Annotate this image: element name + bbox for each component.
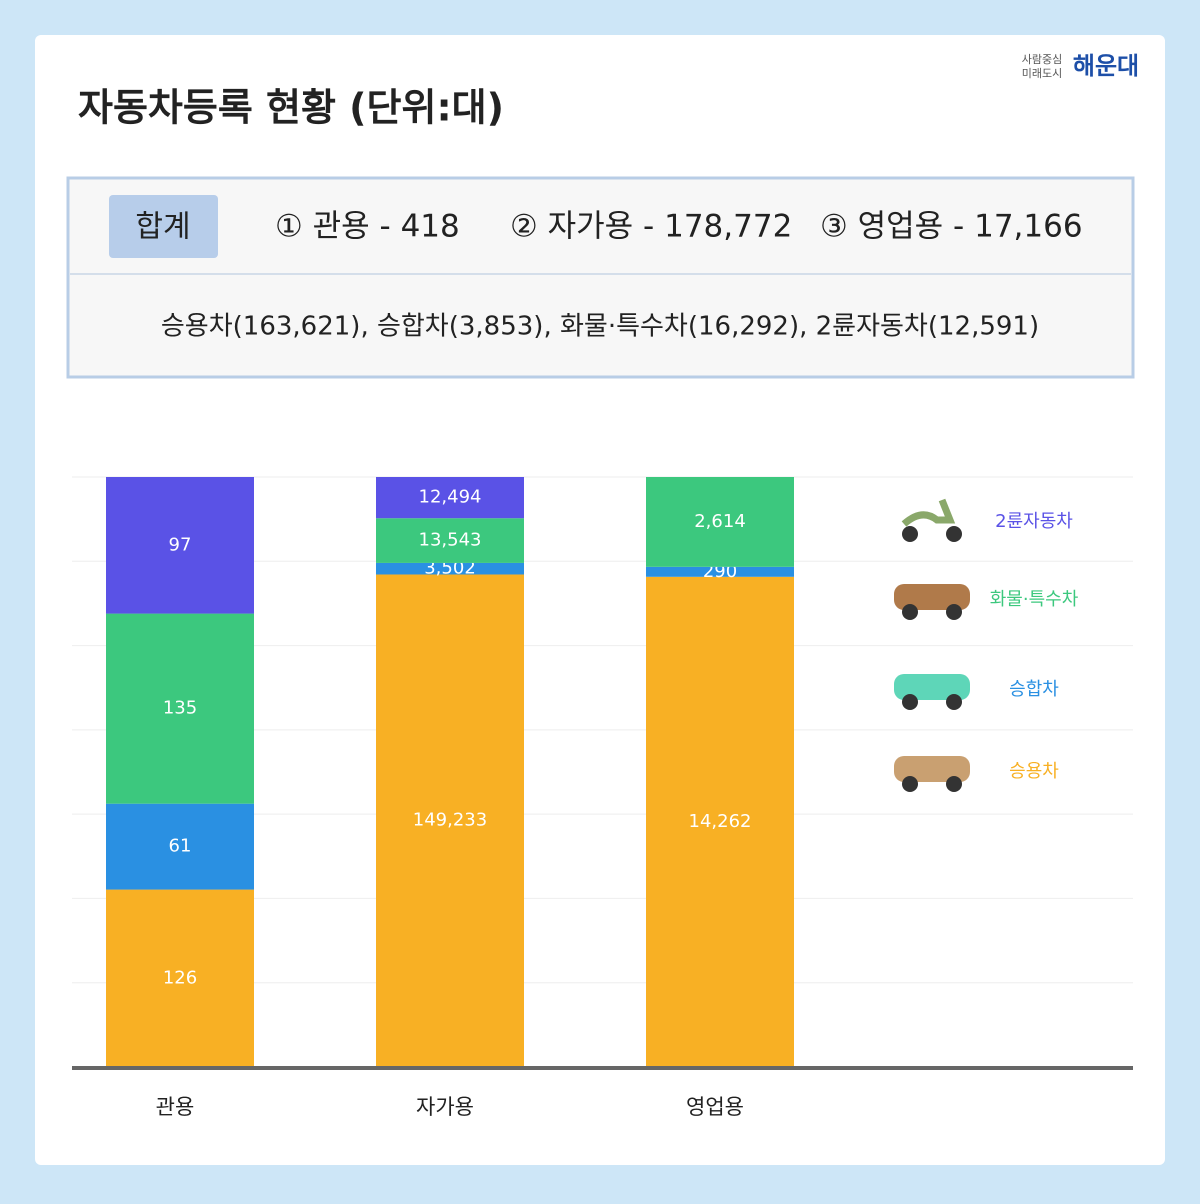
bar-segment: [646, 477, 794, 567]
icon-part: [946, 776, 962, 792]
icon-part: [894, 756, 970, 782]
icon-part: [902, 776, 918, 792]
summary-item: ② 자가용 - 178,772: [510, 209, 792, 245]
bar-segment: [106, 477, 254, 614]
x-tick-label: 영업용: [686, 1095, 744, 1119]
bar-segment: [106, 613, 254, 804]
legend-icon: [894, 584, 970, 620]
icon-part: [894, 584, 970, 610]
summary-box: [66, 176, 1135, 379]
chip: [109, 195, 218, 258]
data-label: 61: [169, 836, 192, 857]
icon-part: [946, 604, 962, 620]
chart-title: 자동차등록 현황 (단위:대): [78, 86, 504, 130]
legend-icon: [901, 498, 962, 542]
icon-part: [946, 694, 962, 710]
data-label: 2,614: [694, 511, 746, 532]
data-label: 12,494: [419, 487, 482, 508]
slogan: 사람중심: [1022, 53, 1062, 66]
icon-part: [894, 674, 970, 700]
legend-icon: [894, 756, 970, 792]
icon-part: [946, 526, 962, 542]
icon-part: [902, 526, 918, 542]
x-tick-label: 관용: [156, 1095, 195, 1119]
summary-detail: 승용차(163,621), 승합차(3,853), 화물·특수차(16,292)…: [161, 312, 1039, 342]
legend-icon: [894, 674, 970, 710]
bar-segment: [646, 566, 794, 577]
legend-label: 승합차: [1009, 679, 1059, 700]
bar-segment: [376, 477, 524, 519]
bar-segment: [376, 574, 524, 1067]
bar-segment: [376, 562, 524, 575]
bar-segment: [646, 576, 794, 1067]
data-label: 149,233: [413, 810, 487, 831]
legend-label: 승용차: [1009, 761, 1059, 782]
bar-segment: [106, 803, 254, 890]
icon-part: [901, 498, 956, 527]
icon-part: [902, 694, 918, 710]
summary-item: ① 관용 - 418: [275, 209, 460, 245]
data-label: 3,502: [424, 558, 476, 579]
data-label: 135: [163, 698, 197, 719]
logo: 해운대: [1073, 52, 1139, 80]
legend-label: 화물·특수차: [990, 589, 1079, 610]
bar-segment: [376, 518, 524, 563]
summary-item: ③ 영업용 - 17,166: [820, 209, 1083, 245]
data-label: 97: [169, 534, 192, 555]
data-label: 14,262: [689, 811, 752, 832]
legend-label: 2륜자동차: [995, 511, 1073, 532]
data-label: 13,543: [419, 530, 482, 551]
x-tick-label: 자가용: [416, 1095, 474, 1119]
bar-segment: [106, 889, 254, 1067]
icon-part: [902, 604, 918, 620]
summary-label: 합계: [135, 210, 190, 245]
data-label: 126: [163, 967, 197, 988]
slogan: 미래도시: [1022, 67, 1062, 80]
